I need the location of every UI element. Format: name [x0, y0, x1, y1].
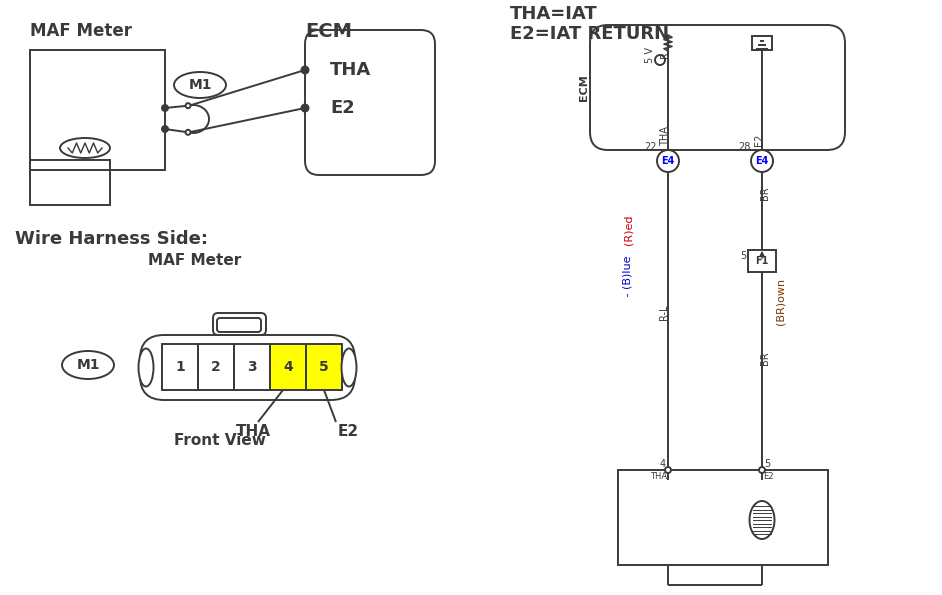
Text: THA: THA: [330, 61, 371, 79]
Text: E2: E2: [754, 134, 764, 146]
Text: 5: 5: [764, 459, 771, 469]
Text: (BR)own: (BR)own: [775, 278, 785, 325]
Text: ECM: ECM: [579, 74, 589, 101]
Ellipse shape: [60, 138, 110, 158]
Text: MAF Meter: MAF Meter: [149, 253, 242, 268]
Text: 2: 2: [211, 360, 220, 374]
Ellipse shape: [138, 349, 154, 387]
Ellipse shape: [751, 150, 773, 172]
Circle shape: [665, 467, 671, 473]
Bar: [162, 344, 198, 390]
Text: M1: M1: [188, 78, 212, 92]
Text: E2: E2: [763, 472, 773, 481]
Text: E4: E4: [755, 156, 769, 166]
Ellipse shape: [342, 349, 356, 387]
Text: THA: THA: [650, 472, 667, 481]
Bar: [306, 344, 342, 390]
Circle shape: [162, 105, 168, 111]
Text: (R)ed: (R)ed: [623, 215, 633, 245]
Text: 5: 5: [739, 251, 746, 261]
Text: E2: E2: [338, 424, 359, 439]
Bar: [198, 344, 234, 390]
Text: E2: E2: [330, 99, 355, 117]
Circle shape: [162, 126, 168, 132]
Text: E4: E4: [661, 156, 674, 166]
Text: Wire Harness Side:: Wire Harness Side:: [15, 230, 208, 248]
Text: - (B)lue: - (B)lue: [623, 255, 633, 300]
Circle shape: [301, 105, 308, 111]
Text: 5 V: 5 V: [645, 47, 655, 63]
Ellipse shape: [750, 501, 774, 539]
Text: F1: F1: [755, 256, 769, 266]
Text: BR: BR: [760, 186, 770, 200]
Bar: [234, 344, 270, 390]
Text: BR: BR: [760, 352, 770, 365]
Text: 4: 4: [284, 360, 293, 374]
Text: THA: THA: [236, 424, 270, 439]
Circle shape: [655, 55, 665, 65]
Text: E2=IAT RETURN: E2=IAT RETURN: [510, 25, 669, 43]
Bar: [748, 250, 776, 272]
Text: 1: 1: [175, 360, 185, 374]
Text: R: R: [660, 52, 670, 58]
Text: ECM: ECM: [305, 22, 352, 41]
Text: Front View: Front View: [174, 433, 266, 448]
Bar: [30, 160, 110, 205]
Circle shape: [186, 103, 190, 108]
Ellipse shape: [174, 72, 226, 98]
Ellipse shape: [62, 351, 114, 379]
Circle shape: [301, 67, 308, 74]
Text: THA=IAT: THA=IAT: [510, 5, 598, 23]
Text: 4: 4: [660, 459, 666, 469]
Ellipse shape: [657, 150, 679, 172]
Bar: [270, 344, 306, 390]
Circle shape: [186, 130, 190, 135]
Bar: [752, 36, 772, 50]
Text: 3: 3: [247, 360, 257, 374]
Text: M1: M1: [76, 358, 100, 372]
Circle shape: [759, 467, 765, 473]
Text: MAF Meter: MAF Meter: [30, 22, 132, 40]
Text: R-L: R-L: [659, 305, 669, 321]
Text: 5: 5: [319, 360, 329, 374]
Bar: [30, 50, 165, 170]
Bar: [618, 470, 828, 565]
Text: 22: 22: [644, 142, 657, 152]
Text: 28: 28: [739, 142, 751, 152]
Text: THA: THA: [660, 126, 670, 146]
